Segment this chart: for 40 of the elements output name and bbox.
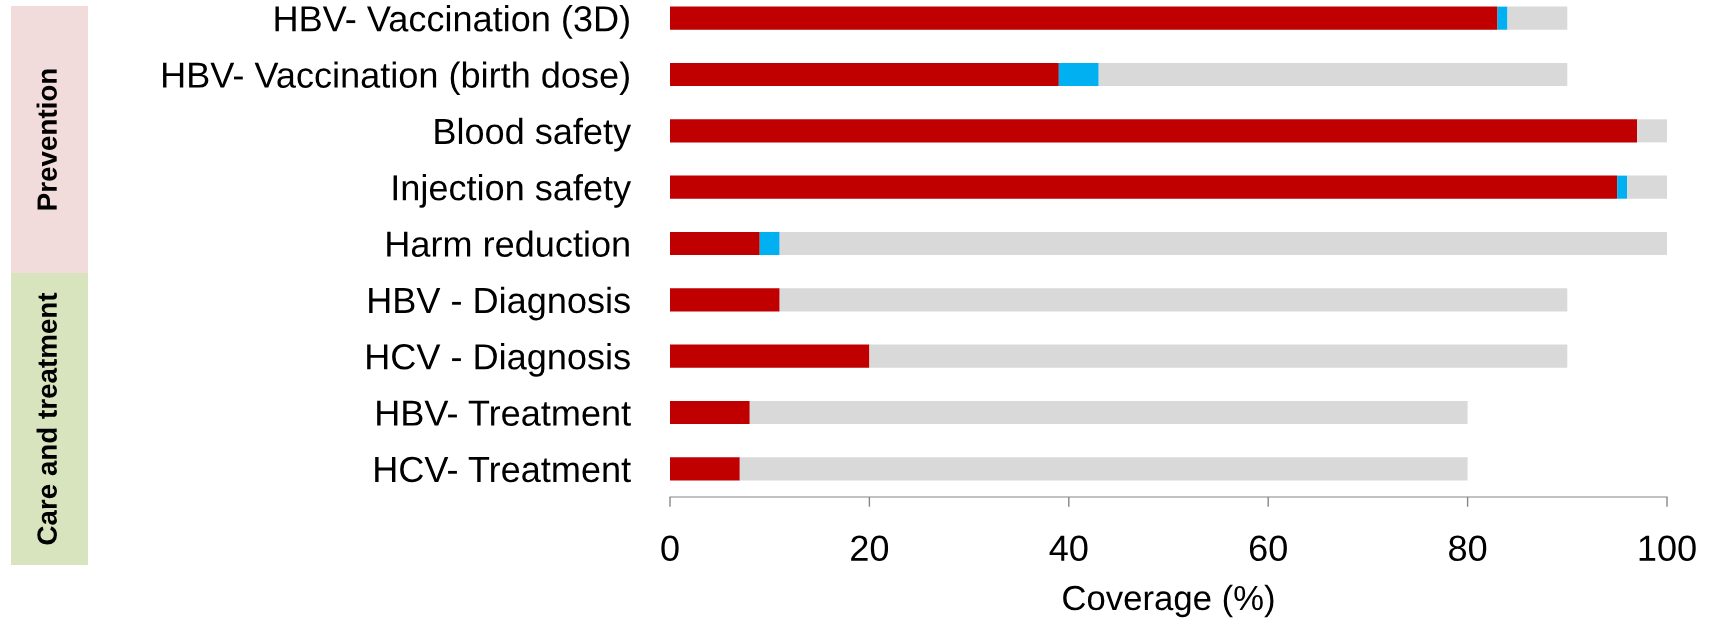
- bar: [739, 457, 1468, 481]
- bar: [749, 400, 1468, 425]
- bar: [1497, 6, 1508, 30]
- y-tick-label: HBV - Diagnosis: [369, 286, 630, 321]
- x-tick-label: 20: [851, 535, 889, 562]
- bar: [1637, 119, 1667, 143]
- x-tick-label: 60: [1249, 535, 1287, 562]
- bar: [779, 231, 1667, 256]
- bar: [779, 288, 1568, 312]
- bar: [670, 400, 750, 425]
- x-tick-label: 40: [1049, 535, 1088, 562]
- x-axis-title: Coverage (%): [1063, 584, 1274, 618]
- y-tick-label: Injection safety: [393, 174, 632, 208]
- y-tick-label: HCV - Diagnosis: [367, 343, 630, 377]
- y-tick-label: Blood safety: [435, 117, 632, 152]
- bar: [1627, 175, 1667, 199]
- y-tick-label: HBV- Treatment: [377, 400, 631, 426]
- bar: [1507, 6, 1568, 30]
- y-tick-label: HBV- Vaccination (3D): [275, 5, 629, 39]
- bar: [1098, 62, 1568, 87]
- x-tick-label: 100: [1639, 535, 1696, 562]
- bar: [1058, 62, 1099, 87]
- bar: [869, 344, 1568, 368]
- text: Care and treatment: [36, 292, 57, 545]
- bar: [670, 62, 1059, 87]
- y-tick-label: HCV- Treatment: [375, 456, 631, 483]
- bar: [1617, 175, 1628, 199]
- bar: [670, 288, 780, 312]
- bar: [670, 175, 1618, 199]
- bar: [670, 457, 740, 481]
- bar: [759, 231, 780, 256]
- x-tick-label: 80: [1449, 535, 1487, 562]
- bar: [670, 119, 1638, 143]
- x-tick-label: 0: [661, 535, 679, 562]
- text: Prevention: [36, 69, 57, 210]
- bar: [670, 344, 870, 368]
- bar: [670, 231, 760, 256]
- y-tick-label: Harm reduction: [387, 230, 629, 257]
- y-tick-label: HBV- Vaccination (birth dose): [163, 61, 629, 96]
- bar: [670, 6, 1498, 30]
